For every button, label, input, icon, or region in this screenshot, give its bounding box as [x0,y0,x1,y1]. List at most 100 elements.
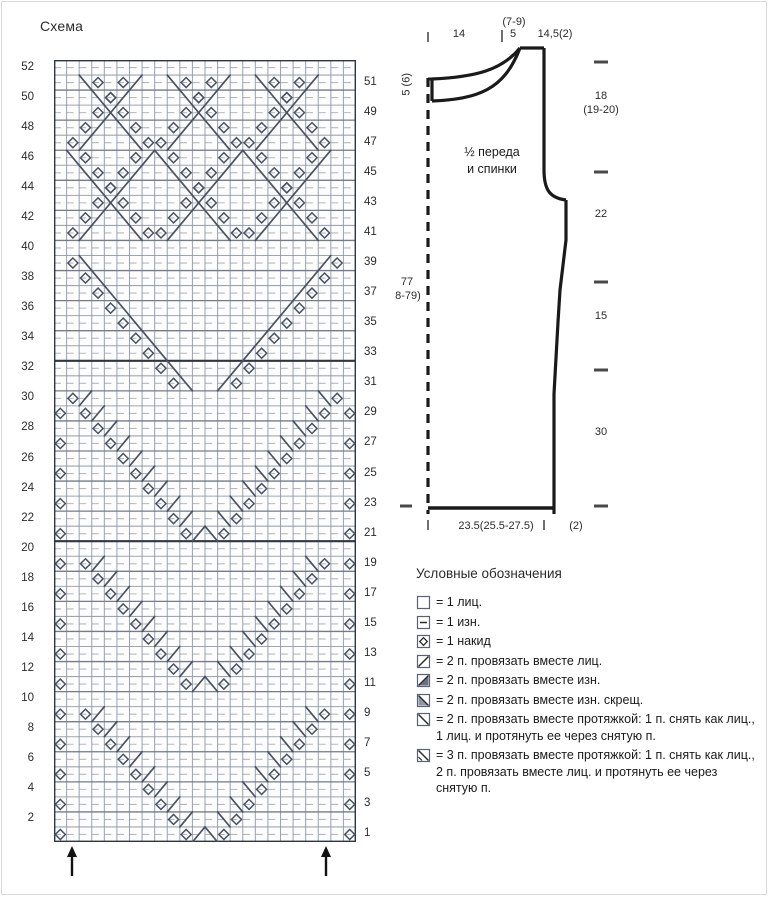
yarn-over-symbol [54,587,67,600]
ssk-symbol [65,149,81,167]
yarn-over-symbol [79,151,92,164]
side-seam [552,200,568,508]
yarn-over-symbol [142,226,155,240]
ssk-symbol [116,299,131,317]
yarn-over-symbol [180,527,193,540]
chart-row-number-left: 20 [21,541,34,554]
chart-row-number-left: 52 [21,60,34,73]
garment-schematic: ½ переда и спинки 14 (7-9) 5 14,5(2) 5 (… [395,16,638,542]
k2tog-symbol [178,119,194,137]
k2tog-symbol [116,179,131,197]
yarn-over-symbol [129,211,142,224]
yarn-over-symbol [154,798,168,811]
yarn-over-symbol [343,798,356,811]
ssk-symbol [317,389,332,407]
ssk-symbol [216,510,232,528]
ssk-symbol [241,630,257,648]
yarn-over-symbol [154,647,168,661]
k2tog-symbol [166,134,181,152]
ssk-symbol [90,89,106,106]
ssk-symbol [292,570,307,588]
ssk-symbol [90,269,106,287]
k2tog-symbol [78,389,93,407]
chart-row-number-right: 43 [364,195,377,208]
label-armhole: 18 [594,90,608,102]
ssk-symbol [254,74,269,91]
yarn-over-symbol [154,362,168,375]
k2tog-icon [416,654,431,669]
yarn-over-symbol [268,617,281,631]
chart-grid[interactable] [54,60,356,842]
yarn-over-symbol [54,557,67,570]
chart-row-number-right: 11 [364,677,376,690]
yarn-over-symbol [117,76,130,89]
yarn-over-symbol [318,557,331,570]
ssk-symbol [267,450,282,467]
label-armhole-alt: (19-20) [583,104,619,116]
chart-row-number-right: 21 [364,526,377,539]
ssk-symbol [128,134,143,152]
yarn-over-symbol [129,151,142,164]
yarn-over-symbol [230,136,243,149]
legend-item: = 2 п. провязать вместе изн. [416,672,756,689]
chart-row-number-right: 1 [364,827,371,840]
yarn-over-symbol [293,106,306,119]
yarn-over-symbol [104,91,117,104]
yarn-over-symbol [79,121,92,134]
k2tog-symbol [116,585,131,603]
yarn-over-symbol [142,482,155,495]
yarn-over-symbol [293,196,306,209]
yarn-over-icon [416,634,431,649]
yarn-over-symbol [91,287,105,300]
k2tog-symbol [267,314,282,332]
yarn-over-symbol [54,527,67,540]
k2tog-symbol [292,89,307,106]
label-neck-depth-alt: (7-9) [502,16,526,28]
ssk-symbol [229,796,244,813]
ssk-icon [416,712,431,727]
yarn-over-symbol [104,437,117,450]
chart-row-number-right: 17 [364,586,377,599]
ssk-symbol [204,675,219,693]
chart-row-number-left: 36 [21,301,34,314]
yarn-over-symbol [117,317,130,330]
yarn-over-symbol [54,678,67,691]
yarn-over-symbol [242,647,256,661]
yarn-over-symbol [54,617,67,631]
ssk-symbol [279,194,294,212]
yarn-over-symbol [268,196,281,209]
yarn-over-symbol [280,602,293,615]
legend: Условные обозначения = 1 лиц. = 1 изн. = 1… [416,566,756,800]
ssk-symbol [267,179,282,197]
yarn-over-symbol [180,76,193,89]
yarn-over-symbol [104,738,117,751]
yarn-over-symbol [255,783,268,796]
chart-area: 52 50 48 46 44 42 40 38 36 34 32 30 28 26 24 22 20 18 16 14… [18,52,378,876]
yarn-over-symbol [117,602,130,615]
yarn-over-symbol [205,166,218,179]
yarn-over-symbol [192,91,205,104]
yarn-over-symbol [242,497,256,510]
ssk-symbol [267,750,282,768]
k2tog-symbol [229,359,244,377]
chart-row-number-left: 30 [21,391,34,404]
k2tog-symbol [254,329,269,347]
yarn-over-symbol [154,136,168,149]
sk2p-icon [416,748,431,763]
yarn-over-symbol [117,452,130,465]
k2tog-symbol [216,164,232,182]
yarn-over-symbol [318,136,331,149]
chart-row-number-right: 37 [364,286,377,299]
yarn-over-symbol [293,166,306,179]
yarn-over-symbol [142,136,155,149]
page-title: Схема [40,18,84,34]
chart-row-number-left: 46 [21,150,34,163]
yarn-over-symbol [180,196,193,209]
chart-row-number-right: 47 [364,135,377,148]
k2tog-symbol [90,705,106,723]
k2tog-symbol [103,720,118,738]
legend-item: = 2 п. провязать вместе изн. скрещ. [416,692,756,709]
chart-row-number-left: 32 [21,361,34,374]
yarn-over-symbol [54,407,67,420]
yarn-over-symbol [129,768,142,781]
